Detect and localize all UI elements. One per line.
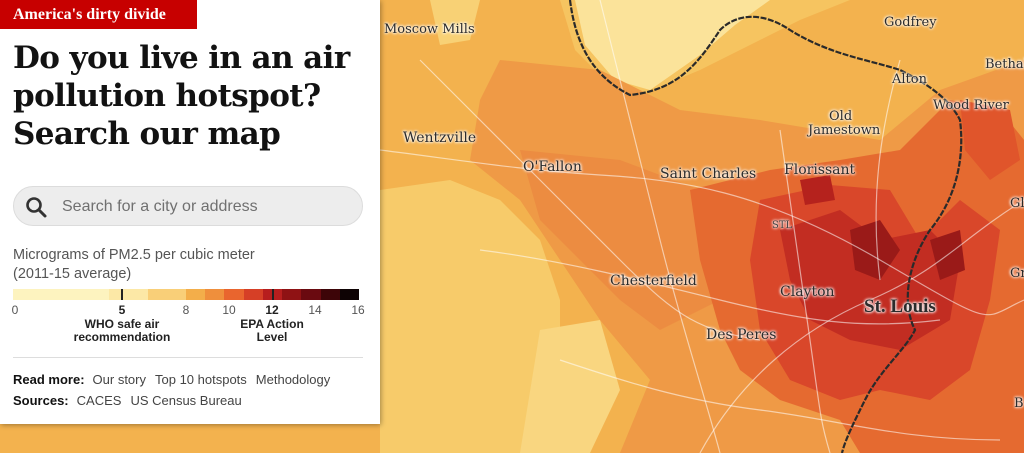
link-us-census-bureau[interactable]: US Census Bureau <box>130 393 242 408</box>
place-label: Godfrey <box>884 15 937 30</box>
place-label: Gl <box>1010 196 1024 211</box>
who-marker <box>121 289 123 300</box>
place-label: Old <box>829 109 853 124</box>
zone-wood-river <box>960 100 1020 180</box>
link-our-story[interactable]: Our story <box>92 372 146 387</box>
place-label: Gr <box>1010 266 1024 281</box>
scale-swatch <box>51 289 71 300</box>
zone-pale-nw <box>430 0 480 45</box>
scale-swatch <box>224 289 244 300</box>
info-panel: America's dirty divide Do you live in an… <box>0 0 380 424</box>
scale-swatch <box>301 289 321 300</box>
divider <box>13 357 363 358</box>
place-label: Clayton <box>780 284 835 300</box>
zone-core-dark <box>780 210 960 350</box>
scale-swatch <box>89 289 110 300</box>
scale-swatch <box>70 289 90 300</box>
tick-label: 5 <box>118 303 126 317</box>
search-icon <box>26 197 47 218</box>
zone-pale-north <box>575 0 770 90</box>
scale-swatch <box>13 289 33 300</box>
tick-label: 12 <box>265 303 279 317</box>
place-label: B <box>1014 396 1024 411</box>
zone-hotspot-2 <box>800 175 835 205</box>
epa-marker <box>272 289 274 300</box>
place-label: Bethalto <box>985 57 1024 72</box>
who-note: WHO safe air recommendation <box>74 318 171 344</box>
tick-label: 16 <box>351 303 365 317</box>
who-note-line1: WHO safe air <box>84 317 160 331</box>
scale-swatch <box>243 289 263 300</box>
place-label: Jamestown <box>808 123 881 138</box>
search-box[interactable] <box>13 186 363 226</box>
epa-note-line2: Level <box>256 330 288 344</box>
place-label: Florissant <box>784 162 856 178</box>
sources-label: Sources: <box>13 393 69 408</box>
tick-label: 14 <box>308 303 322 317</box>
kicker-label[interactable]: America's dirty divide <box>0 0 197 29</box>
place-label-st-louis: St. Louis <box>864 296 936 317</box>
zone-southwest <box>520 320 620 453</box>
roads <box>379 0 1024 453</box>
place-label: Wood River <box>933 98 1009 113</box>
place-label: Chesterfield <box>610 273 697 289</box>
scale-swatch <box>282 289 302 300</box>
river-boundary <box>568 0 963 453</box>
place-label: Saint Charles <box>660 166 757 182</box>
place-label: STL <box>772 220 793 231</box>
read-more-label: Read more: <box>13 372 85 387</box>
link-caces[interactable]: CACES <box>76 393 122 408</box>
tick-label: 0 <box>11 303 19 317</box>
place-label: Moscow Mills <box>384 22 475 37</box>
legend-title-line2: (2011-15 average) <box>13 266 132 282</box>
search-input[interactable] <box>60 193 354 221</box>
scale-swatch <box>339 289 359 300</box>
epa-note: EPA Action Level <box>240 318 304 344</box>
page-title: Do you live in an air pollution hotspot?… <box>13 40 350 152</box>
place-label: O'Fallon <box>523 159 582 175</box>
color-scale <box>13 289 359 300</box>
tick-label: 10 <box>222 303 236 317</box>
scale-swatch <box>205 289 225 300</box>
place-label: Alton <box>892 72 927 87</box>
scale-swatch <box>320 289 340 300</box>
scale-swatch <box>185 289 206 300</box>
legend-title-line1: Micrograms of PM2.5 per cubic meter <box>13 247 255 263</box>
who-note-line2: recommendation <box>73 330 171 344</box>
tick-label: 8 <box>182 303 190 317</box>
scale-swatch <box>166 289 186 300</box>
scale-swatch <box>147 289 167 300</box>
read-more-row: Read more: Our story Top 10 hotspots Method… <box>13 372 339 387</box>
scale-swatch <box>32 289 52 300</box>
legend-title: Micrograms of PM2.5 per cubic meter (201… <box>13 246 363 284</box>
scale-swatch <box>109 289 129 300</box>
sources-row: Sources: CACES US Census Bureau <box>13 393 251 408</box>
zone-west <box>380 180 560 453</box>
place-label: Wentzville <box>403 130 477 146</box>
place-label: Des Peres <box>706 327 777 343</box>
link-methodology[interactable]: Methodology <box>255 372 331 387</box>
epa-note-line1: EPA Action <box>240 317 304 331</box>
link-top-10-hotspots[interactable]: Top 10 hotspots <box>155 372 247 387</box>
scale-swatch <box>128 289 148 300</box>
